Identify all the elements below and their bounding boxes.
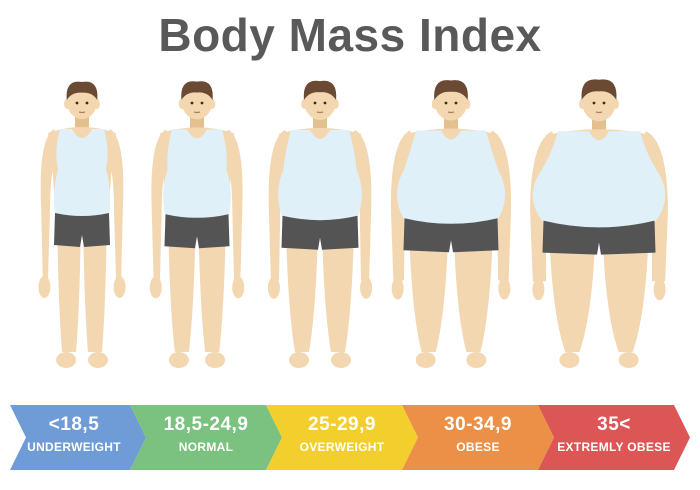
extremely-obese-figure: [530, 79, 668, 368]
bmi-category: 35< EXTREMLY OBESE: [554, 414, 674, 454]
bmi-label: OVERWEIGHT: [299, 440, 385, 454]
bmi-range: 30-34,9: [444, 414, 512, 435]
bmi-label: UNDERWEIGHT: [27, 440, 121, 454]
bmi-range: 25-29,9: [308, 414, 376, 435]
bmi-category: 18,5-24,9 NORMAL: [146, 414, 266, 454]
bmi-segment-extremly-obese: [538, 405, 690, 470]
bmi-range: 35<: [597, 414, 631, 435]
bmi-label: NORMAL: [178, 440, 234, 454]
bmi-segment-underweight: [10, 405, 146, 470]
bmi-scale-bar: [10, 405, 690, 470]
bmi-label: EXTREMLY OBESE: [557, 440, 671, 454]
overweight-figure: [267, 80, 373, 368]
bmi-range: <18,5: [48, 414, 100, 435]
bmi-category: 25-29,9 OVERWEIGHT: [282, 414, 402, 454]
body-figures: [38, 79, 668, 368]
bmi-segment-obese: [402, 405, 554, 470]
bmi-segment-overweight: [266, 405, 418, 470]
normal-figure: [149, 81, 245, 368]
obese-figure: [390, 80, 512, 368]
underweight-figure: [38, 81, 126, 368]
bmi-category: 30-34,9 OBESE: [418, 414, 538, 454]
bmi-label: OBESE: [456, 440, 500, 454]
bmi-segment-normal: [130, 405, 282, 470]
bmi-range: 18,5-24,9: [163, 414, 249, 435]
bmi-category: <18,5 UNDERWEIGHT: [18, 414, 130, 454]
page-title: Body Mass Index: [158, 9, 542, 61]
